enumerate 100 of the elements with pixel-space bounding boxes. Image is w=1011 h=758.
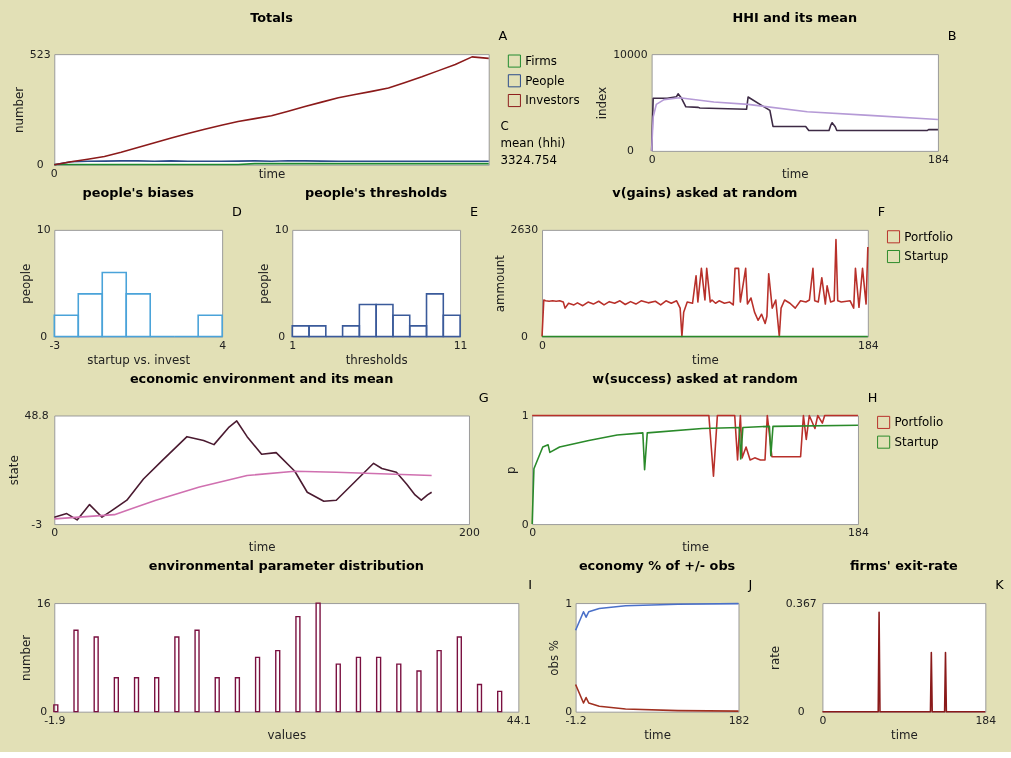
y-tick-label: 0 bbox=[40, 329, 48, 343]
chart-title: firms' exit-rate bbox=[849, 558, 959, 574]
chart-title: environmental parameter distribution bbox=[148, 558, 424, 574]
text: E bbox=[469, 204, 479, 220]
y-axis-title: number bbox=[11, 86, 26, 134]
bar bbox=[93, 636, 99, 713]
y-axis-title: ammount bbox=[492, 254, 507, 313]
bar bbox=[497, 690, 503, 713]
bar bbox=[53, 704, 59, 713]
y-axis-title: rate bbox=[767, 645, 782, 670]
x-tick-label: 4 bbox=[219, 338, 227, 352]
y-tick-label: 10 bbox=[36, 223, 51, 237]
chart-title: people's biases bbox=[82, 185, 195, 201]
legend-label: Firms bbox=[525, 54, 557, 68]
line-series bbox=[541, 238, 869, 338]
line-series bbox=[53, 470, 433, 520]
bar bbox=[194, 629, 200, 713]
text: G bbox=[478, 389, 489, 405]
bar bbox=[295, 615, 301, 713]
x-tick-label: 0 bbox=[819, 714, 827, 728]
bar bbox=[174, 636, 180, 713]
bar bbox=[113, 677, 120, 713]
y-axis-title: index bbox=[595, 86, 610, 120]
bar bbox=[355, 656, 362, 713]
y-tick-label: 523 bbox=[29, 47, 51, 61]
y-tick-label: 16 bbox=[36, 596, 51, 610]
text: D bbox=[232, 204, 243, 220]
legend-label: Startup bbox=[894, 435, 939, 450]
legend-label: Portfolio bbox=[894, 415, 944, 430]
text: K bbox=[995, 577, 1005, 593]
x-axis-title: time bbox=[682, 540, 709, 555]
y-tick-label: 1 bbox=[521, 408, 529, 422]
y-axis-title: state bbox=[6, 455, 21, 486]
y-axis-title: p bbox=[503, 466, 518, 475]
x-axis-title: time bbox=[644, 727, 671, 742]
x-tick-label: 0 bbox=[539, 338, 547, 352]
y-tick-label: -3 bbox=[31, 517, 43, 531]
y-tick-label: 48.8 bbox=[24, 408, 49, 422]
y-tick-label: 0 bbox=[521, 517, 529, 531]
text: J bbox=[747, 577, 753, 593]
bar bbox=[234, 677, 241, 713]
bar bbox=[456, 636, 462, 713]
x-tick-label: 184 bbox=[975, 714, 997, 728]
y-axis-title: obs % bbox=[547, 639, 562, 676]
x-tick-label: 184 bbox=[928, 153, 949, 167]
x-tick-label: 200 bbox=[459, 526, 480, 540]
bar bbox=[73, 629, 79, 713]
y-tick-label: 0.367 bbox=[785, 596, 817, 610]
x-tick-label: -3 bbox=[49, 338, 61, 352]
text: H bbox=[867, 389, 878, 405]
bar bbox=[275, 649, 281, 713]
bar bbox=[315, 602, 321, 713]
bar bbox=[154, 677, 160, 713]
bar bbox=[375, 656, 382, 713]
chart-title: economic environment and its mean bbox=[129, 370, 394, 386]
bar bbox=[396, 663, 402, 713]
legend-label: Investors bbox=[525, 93, 580, 108]
text: mean (hhi) bbox=[500, 135, 566, 150]
text: F bbox=[877, 204, 886, 220]
line-series bbox=[531, 424, 859, 525]
chart-title: w(success) asked at random bbox=[592, 370, 798, 386]
x-tick-label: 1 bbox=[289, 338, 297, 352]
text: I bbox=[528, 577, 532, 593]
x-axis-title: thresholds bbox=[345, 352, 408, 367]
chart-title: HHI and its mean bbox=[732, 9, 858, 25]
x-tick-label: 184 bbox=[857, 338, 879, 352]
text: C bbox=[500, 119, 509, 134]
bar bbox=[254, 656, 261, 713]
y-axis-title: number bbox=[18, 634, 33, 681]
chart-title: v(gains) asked at random bbox=[612, 185, 798, 201]
legend-label: People bbox=[525, 73, 565, 88]
x-tick-label: 184 bbox=[848, 526, 869, 540]
x-tick-label: 182 bbox=[728, 714, 750, 728]
x-tick-label: 44.1 bbox=[506, 714, 531, 728]
x-axis-title: startup vs. invest bbox=[87, 352, 191, 367]
x-axis-title: values bbox=[267, 727, 307, 742]
x-tick-label: 11 bbox=[453, 338, 468, 352]
legend-label: Startup bbox=[904, 249, 949, 264]
y-tick-label: 10 bbox=[274, 223, 289, 237]
y-axis-title: people bbox=[18, 263, 33, 304]
bar bbox=[436, 649, 442, 713]
chart-title: economy % of +/- obs bbox=[578, 558, 736, 574]
line-series bbox=[53, 420, 433, 521]
x-axis-title: time bbox=[781, 167, 809, 182]
y-tick-label: 10000 bbox=[613, 47, 648, 61]
bar bbox=[214, 677, 220, 713]
x-axis-title: time bbox=[258, 167, 286, 182]
text: 3324.754 bbox=[500, 152, 558, 167]
y-tick-label: 0 bbox=[520, 329, 528, 343]
x-axis-title: time bbox=[248, 540, 276, 555]
legend-label: Portfolio bbox=[904, 229, 954, 244]
text: B bbox=[947, 28, 957, 44]
chart-title: Totals bbox=[250, 9, 294, 25]
line-series bbox=[531, 414, 859, 478]
x-axis-title: time bbox=[692, 352, 719, 367]
line-series bbox=[53, 56, 490, 166]
text: A bbox=[498, 28, 508, 44]
bar bbox=[133, 677, 140, 713]
x-axis-title: time bbox=[891, 727, 918, 742]
y-tick-label: 2630 bbox=[510, 223, 539, 237]
